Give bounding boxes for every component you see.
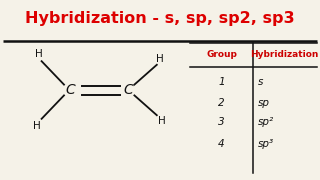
Text: C: C [66, 83, 75, 97]
Text: H: H [35, 49, 42, 59]
Text: 4: 4 [218, 139, 225, 149]
Text: H: H [158, 116, 165, 127]
Text: C: C [123, 83, 133, 97]
Text: sp: sp [258, 98, 270, 108]
Text: sp³: sp³ [258, 139, 274, 149]
Text: sp²: sp² [258, 117, 274, 127]
Text: Hybridization: Hybridization [251, 50, 319, 59]
Text: Hybridization - s, sp, sp2, sp3: Hybridization - s, sp, sp2, sp3 [25, 11, 295, 26]
Text: Group: Group [206, 50, 237, 59]
Text: 1: 1 [218, 77, 225, 87]
Text: 3: 3 [218, 117, 225, 127]
Text: H: H [33, 121, 41, 131]
Text: s: s [258, 77, 263, 87]
Text: 2: 2 [218, 98, 225, 108]
Text: H: H [156, 54, 164, 64]
